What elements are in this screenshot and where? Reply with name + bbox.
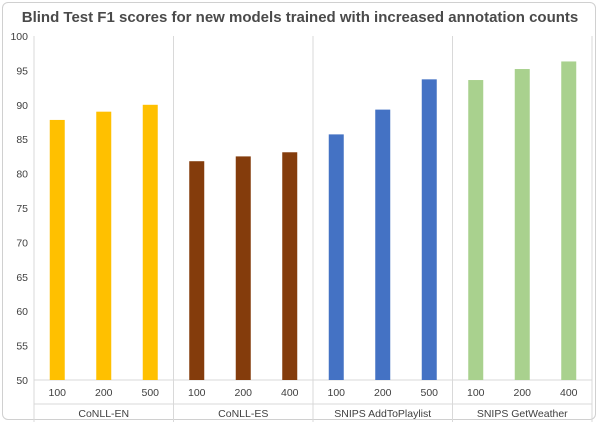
y-tick-label: 55 [16, 341, 28, 353]
bar [96, 111, 112, 381]
x-tick-label: 100 [188, 387, 206, 399]
bar [421, 79, 437, 381]
x-axis: 100 200 500 CoNLL-EN 100 200 400 CoNLL-ES 100 200… [48, 387, 577, 420]
bar [235, 156, 251, 380]
bar [375, 109, 391, 380]
x-tick-label: 100 [467, 387, 485, 399]
x-tick-label: 400 [281, 387, 299, 399]
y-tick-label: 70 [16, 237, 28, 249]
x-tick-label: 400 [560, 387, 578, 399]
bars [49, 61, 577, 381]
bar [282, 152, 298, 380]
y-tick-label: 100 [10, 31, 28, 43]
x-tick-label: 200 [513, 387, 531, 399]
group-label: SNIPS AddToPlaylist [334, 408, 431, 420]
y-tick-label: 75 [16, 203, 28, 215]
x-tick-label: 100 [327, 387, 345, 399]
y-tick-label: 95 [16, 65, 28, 77]
bar [514, 69, 530, 381]
group-label: SNIPS GetWeather [477, 408, 568, 420]
group-label: CoNLL-EN [78, 408, 129, 420]
bar [468, 80, 484, 381]
bar [189, 161, 205, 380]
x-tick-label: 500 [420, 387, 438, 399]
y-tick-label: 60 [16, 306, 28, 318]
y-tick-label: 80 [16, 169, 28, 181]
x-tick-label: 200 [95, 387, 113, 399]
x-tick-label: 500 [141, 387, 159, 399]
y-tick-label: 90 [16, 100, 28, 112]
y-tick-label: 65 [16, 272, 28, 284]
y-axis: 50 55 60 65 70 75 80 85 90 95 100 [10, 31, 593, 422]
y-tick-label: 50 [16, 375, 28, 387]
x-tick-label: 200 [234, 387, 252, 399]
chart-title: Blind Test F1 scores for new models trai… [22, 9, 579, 26]
bar [328, 134, 344, 380]
group-label: CoNLL-ES [218, 408, 268, 420]
x-tick-label: 100 [48, 387, 66, 399]
y-tick-label: 85 [16, 134, 28, 146]
x-tick-label: 200 [374, 387, 392, 399]
bar [142, 104, 158, 381]
bar [49, 119, 65, 380]
bar [561, 61, 577, 381]
